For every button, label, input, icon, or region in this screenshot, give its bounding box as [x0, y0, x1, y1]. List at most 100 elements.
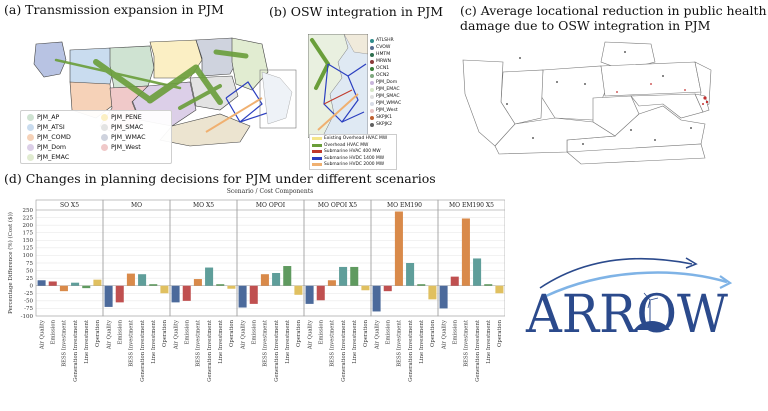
legend-swatch [312, 163, 322, 166]
legend-label: PJM_Dom [376, 80, 398, 85]
x-tick-label: Air Quality [106, 320, 112, 350]
legend-item: PJM_Dom [27, 144, 66, 151]
y-tick-label: -50 [24, 299, 33, 305]
bar [249, 285, 258, 304]
x-tick-label: Air Quality [39, 320, 45, 350]
legend-item: OCN2 [370, 73, 389, 78]
legend-label: PJM_WMAC [376, 101, 402, 106]
bar [272, 272, 281, 286]
legend-item: Existing Overhead HVAC MW [312, 136, 387, 141]
legend-swatch [370, 38, 374, 43]
x-tick-label: Operation [229, 319, 235, 347]
legend-label: PJM_PENE [111, 114, 142, 121]
scenario-label: MO X5 [193, 202, 214, 209]
legend-label: SKPJK1 [376, 115, 392, 120]
panel-b-points-legend: ATLSHR CVOW HMTM MRWN OCN1 OCN2 PJM_Dom … [370, 38, 430, 130]
x-tick-label: Line Investment [285, 319, 291, 363]
x-tick-label: Line Investment [352, 319, 358, 363]
x-tick-label: Emission [118, 319, 124, 344]
legend-item: PJM_SMAC [370, 94, 400, 99]
x-tick-label: BESS Investment [464, 319, 470, 367]
legend-item: SKPJK2 [370, 122, 392, 127]
bar [316, 285, 325, 301]
logo-swoosh-dark [539, 257, 693, 289]
legend-label: Submarine HVDC 1400 MW [324, 155, 385, 161]
bar [115, 285, 124, 303]
x-tick-label: Generation Investment [274, 319, 280, 382]
legend-item: PJM_WMAC [101, 134, 146, 141]
legend-label: PJM_SMAC [376, 94, 400, 99]
bar [260, 274, 269, 286]
y-tick-label: 225 [23, 215, 34, 221]
state-pennsylvania [600, 61, 702, 97]
panel-b-lines-legend: Existing Overhead HVAC MW Overhead HVAC … [309, 134, 397, 170]
legend-swatch [101, 124, 108, 131]
bar [350, 266, 359, 286]
legend-item: PJM_WMAC [370, 101, 401, 106]
bar [93, 279, 102, 286]
bar [238, 285, 247, 308]
bar [439, 285, 448, 309]
legend-item: Overhead HVAC MW [312, 143, 368, 148]
legend-label: Submarine HVAC 400 MW [324, 149, 381, 154]
legend-swatch [370, 101, 374, 106]
legend-swatch [370, 45, 374, 50]
bar [461, 218, 470, 286]
legend-label: PJM_West [111, 144, 141, 151]
legend-item: PJM_West [101, 144, 141, 151]
y-tick-label: 150 [23, 238, 34, 244]
panel-a-legend: PJM_AP PJM_PENE PJM_ATSI PJM_SMAC PJM_CO… [20, 110, 172, 164]
y-tick-label: 175 [23, 231, 34, 237]
logo-arrowhead-light [719, 275, 733, 289]
y-tick-label: -75 [24, 306, 33, 312]
legend-swatch [101, 114, 108, 121]
planning-bar-chart: Scenario / Cost Components -100 -75-50 -250… [7, 188, 505, 382]
x-tick-label: Emission [185, 319, 191, 344]
legend-swatch [27, 134, 34, 141]
y-tick-label: 0 [30, 284, 34, 290]
x-tick-label: Air Quality [173, 320, 179, 350]
bar [182, 285, 191, 301]
x-tick-label: Generation Investment [341, 319, 347, 382]
region-west-isolated [33, 41, 67, 78]
panel-d-title: (d) Changes in planning decisions for PJ… [4, 171, 436, 186]
bar [48, 281, 57, 286]
legend-item: MRWN [370, 59, 391, 64]
legend-swatch [370, 122, 374, 127]
x-tick-label: BESS Investment [397, 319, 403, 367]
chart-title: Scenario / Cost Components [227, 188, 313, 195]
x-tick-label: Line Investment [218, 319, 224, 363]
arrow-logo: ARROW [525, 257, 733, 345]
legend-swatch [312, 137, 322, 140]
legend-label: PJM_EMAC [376, 87, 400, 92]
x-tick-label: Generation Investment [140, 319, 146, 382]
x-tick-label: Operation [430, 319, 436, 347]
legend-swatch [370, 59, 374, 64]
bar [394, 211, 403, 286]
bar [428, 285, 437, 300]
logo-text: ARROW [525, 285, 728, 345]
x-tick-label: Generation Investment [207, 319, 213, 382]
bar [37, 280, 46, 286]
x-tick-label: Emission [319, 319, 325, 344]
scenario-panel [437, 199, 505, 317]
logo-arrowhead-dark [685, 257, 698, 269]
bar [327, 280, 336, 286]
legend-label: PJM_SMAC [111, 124, 144, 131]
wind-turbine-icon [643, 292, 659, 324]
bar [450, 276, 459, 286]
legend-item: CVOW [370, 45, 390, 50]
legend-item: Submarine HVDC 1400 MW [312, 156, 384, 161]
y-tick-label: 200 [23, 223, 34, 229]
x-tick-label: Air Quality [374, 320, 380, 350]
legend-swatch [101, 134, 108, 141]
bar [227, 285, 236, 289]
legend-label: PJM_ATSI [37, 124, 65, 131]
panel-c-title-line2: damage due to OSW integration in PJM [460, 18, 711, 33]
x-tick-label: Operation [363, 319, 369, 347]
bar [339, 266, 348, 286]
bar [372, 285, 381, 312]
legend-swatch [27, 124, 34, 131]
x-tick-label: Operation [296, 319, 302, 347]
x-tick-label: Emission [51, 319, 57, 344]
